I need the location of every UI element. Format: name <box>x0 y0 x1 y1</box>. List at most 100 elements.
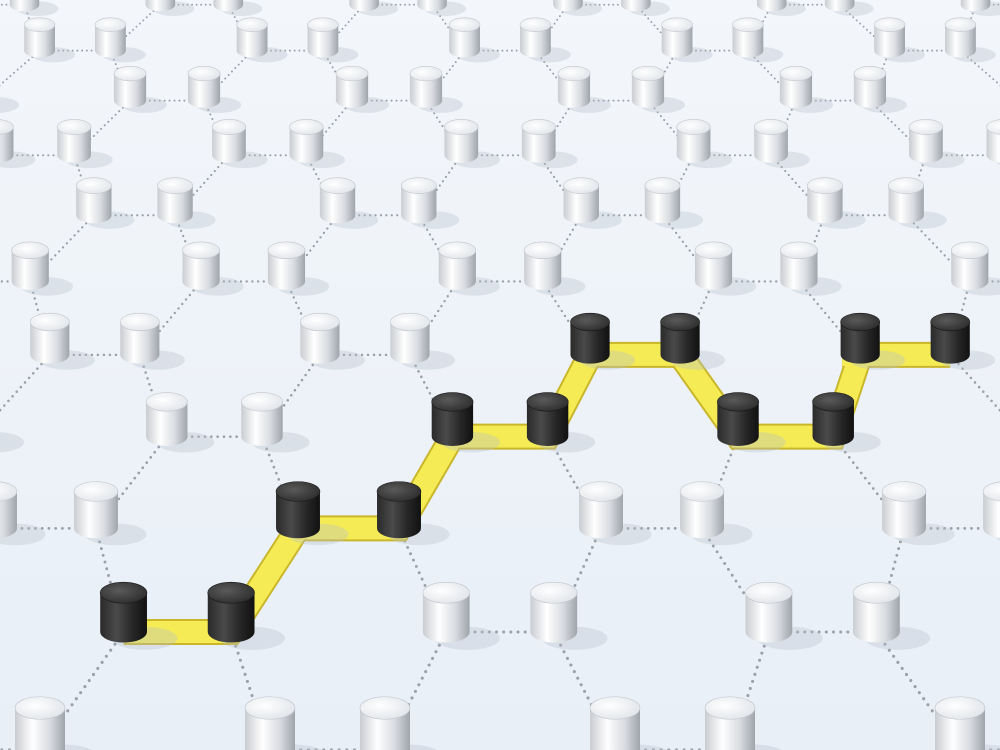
node-top <box>75 177 112 194</box>
node-top <box>644 177 681 194</box>
node-top <box>335 66 369 82</box>
node-top <box>589 696 641 720</box>
node <box>11 241 73 296</box>
node-body <box>874 24 905 58</box>
dotted-edge <box>948 353 1000 413</box>
dotted-edge <box>537 154 583 217</box>
node <box>960 0 1000 17</box>
node-top <box>526 392 569 412</box>
node-top <box>704 696 756 720</box>
node <box>621 0 670 17</box>
node-top <box>779 66 813 82</box>
dotted-edge <box>868 49 891 102</box>
node-body <box>236 24 268 58</box>
node-top <box>300 312 340 332</box>
node-shadow <box>0 97 20 113</box>
node-top <box>94 17 127 32</box>
node-body <box>930 321 970 364</box>
node <box>56 119 113 169</box>
node-top <box>0 481 18 502</box>
node-body <box>853 73 887 108</box>
node <box>873 17 925 63</box>
node-top <box>182 241 220 259</box>
node-body <box>24 24 55 58</box>
node-top <box>950 241 989 259</box>
node-body <box>245 708 295 750</box>
node <box>236 17 288 63</box>
node <box>589 696 667 750</box>
dotted-edge <box>94 435 169 530</box>
dark-node <box>99 581 178 650</box>
node-body <box>530 592 578 643</box>
node-body <box>438 250 476 290</box>
dark-node <box>812 392 881 453</box>
node <box>631 66 685 113</box>
node-body <box>520 24 551 58</box>
node-top <box>563 177 600 194</box>
node <box>244 696 322 750</box>
node <box>676 119 733 169</box>
dotted-edge <box>109 49 132 102</box>
node-body <box>756 0 787 12</box>
node-body <box>187 73 221 108</box>
dotted-edge <box>541 214 583 283</box>
node-body <box>745 592 793 643</box>
node-top <box>944 17 977 32</box>
node-top <box>780 241 818 259</box>
node-top <box>240 392 283 412</box>
node-top <box>679 481 725 502</box>
node <box>661 17 713 63</box>
node-top <box>888 177 925 194</box>
node-body <box>705 708 755 750</box>
dotted-edge <box>138 280 203 357</box>
dotted-edge <box>260 353 322 438</box>
node <box>852 581 931 650</box>
node-body <box>431 401 474 446</box>
node-top <box>113 66 147 82</box>
node-top <box>676 119 711 135</box>
node <box>187 66 242 113</box>
dotted-edge <box>797 280 862 357</box>
node <box>732 17 784 63</box>
node-body <box>289 127 324 163</box>
node-body <box>951 250 989 290</box>
node-top <box>157 177 194 194</box>
node-top <box>570 312 610 332</box>
node <box>29 312 95 370</box>
node-top <box>930 312 971 332</box>
dotted-edge <box>797 214 827 283</box>
node <box>780 241 842 296</box>
node-body <box>631 73 665 108</box>
dotted-edge <box>546 435 603 530</box>
node-body <box>449 24 480 58</box>
node-top <box>694 241 733 259</box>
node-body <box>9 0 40 12</box>
node-body <box>300 321 340 364</box>
node-body <box>694 250 733 290</box>
node-top <box>267 241 306 259</box>
node <box>745 581 823 650</box>
node-body <box>812 401 854 446</box>
dotted-edge <box>552 526 603 634</box>
dark-node <box>930 312 996 370</box>
node-top <box>400 177 437 194</box>
node-body <box>120 321 160 364</box>
node-top <box>806 177 843 194</box>
node <box>23 17 76 63</box>
node-body <box>422 592 470 643</box>
node-body <box>276 491 320 539</box>
node-top <box>187 66 221 82</box>
node-top <box>307 17 339 32</box>
node-top <box>431 392 474 412</box>
node-body <box>146 401 188 446</box>
node-body <box>807 185 843 224</box>
node <box>806 177 866 229</box>
node <box>756 0 806 17</box>
node-body <box>526 401 569 446</box>
node-body <box>732 24 764 58</box>
node-top <box>23 17 56 32</box>
node-top <box>881 481 927 502</box>
node <box>563 177 622 229</box>
